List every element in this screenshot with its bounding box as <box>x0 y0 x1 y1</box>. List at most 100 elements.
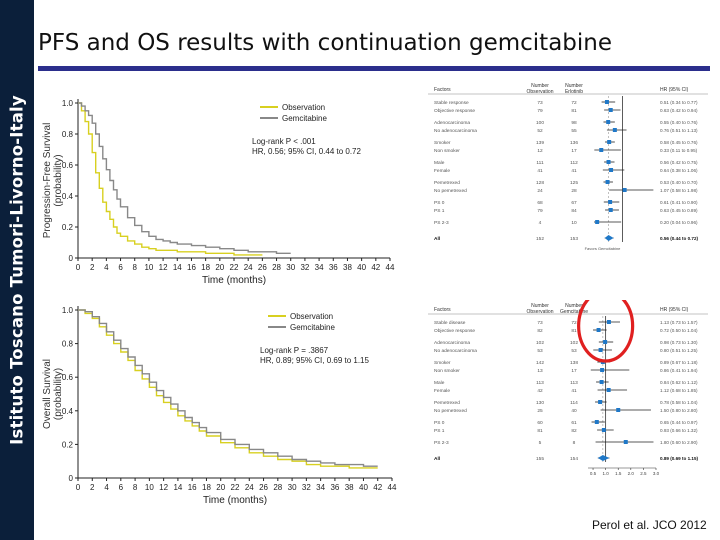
forest-row-marker <box>622 188 627 192</box>
title-rule <box>38 66 710 71</box>
forest-row-marker <box>606 388 611 392</box>
x-tick-label: 38 <box>345 483 354 492</box>
forest-row-factor: PS 2-3 <box>434 220 449 226</box>
forest-row-marker <box>599 380 604 384</box>
x-tick-label: 36 <box>330 483 339 492</box>
forest-row-n2: 55 <box>571 128 577 134</box>
forest-row-n2: 61 <box>571 420 577 426</box>
y-tick-label: 0.6 <box>62 373 74 382</box>
forest-row-hr: 0.93 (0.66 to 1.32) <box>660 428 698 433</box>
forest-row-n2: 98 <box>571 120 577 126</box>
forest-header-n2: Number <box>565 83 583 89</box>
forest-row-marker <box>606 160 611 164</box>
forest-row-factor: Objective response <box>434 328 475 334</box>
forest-x-tick-label: 3.0 <box>653 471 660 476</box>
forest-row-hr: 0.56 (0.44 to 0.72) <box>660 236 699 241</box>
forest-row-marker <box>623 440 628 444</box>
forest-row-n1: 79 <box>537 108 543 114</box>
y-axis-label: Overall Survival <box>42 359 53 429</box>
forest-row-factor: Female <box>434 388 450 394</box>
legend-label: Gemcitabine <box>290 323 335 332</box>
highlight-circle <box>577 300 635 363</box>
forest-row-n2: 17 <box>571 368 577 374</box>
y-tick-label: 0.4 <box>62 407 74 416</box>
forest-row-hr: 0.55 (0.40 to 0.76) <box>660 120 698 125</box>
forest-row-hr: 0.78 (0.58 to 1.04) <box>660 400 698 405</box>
x-tick-label: 34 <box>316 483 325 492</box>
forest-row-factor: Non smoker <box>434 368 460 374</box>
forest-row-hr: 0.80 (0.51 to 1.25) <box>660 348 698 353</box>
y-tick-label: 0.4 <box>62 192 74 201</box>
forest-row-factor: No adenocarcinoma <box>434 128 477 134</box>
forest-row-n2: 153 <box>570 236 578 242</box>
x-tick-label: 14 <box>173 263 182 272</box>
forest-row-hr: 0.86 (0.41 to 1.94) <box>660 368 698 373</box>
forest-row-n1: 60 <box>537 420 543 426</box>
forest-row-n1: 139 <box>536 140 544 146</box>
forest-row-factor: Male <box>434 380 445 386</box>
slide-title: PFS and OS results with continuation gem… <box>38 30 613 56</box>
x-tick-label: 0 <box>76 483 81 492</box>
forest-row-factor: PS 1 <box>434 428 445 434</box>
x-tick-label: 26 <box>259 483 268 492</box>
x-axis-label: Time (months) <box>203 495 267 506</box>
stat-annotation: Log-rank P = .3867 <box>260 346 329 355</box>
forest-row-n1: 155 <box>536 456 544 462</box>
x-tick-label: 32 <box>300 263 309 272</box>
x-tick-label: 16 <box>188 483 197 492</box>
forest-header-n1: Number <box>531 303 549 309</box>
forest-row-n1: 113 <box>536 380 544 386</box>
forest-row-factor: Objective response <box>434 108 475 114</box>
forest-row-n1: 24 <box>537 188 543 194</box>
forest-row-n1: 13 <box>537 368 543 374</box>
forest-row-marker <box>606 120 611 124</box>
x-tick-label: 34 <box>315 263 324 272</box>
forest-row-factor: PS 2-3 <box>434 440 449 446</box>
forest-row-n1: 152 <box>536 236 544 242</box>
forest-row-hr: 0.53 (0.40 to 0.70) <box>660 180 698 185</box>
forest-row-hr: 0.89 (0.69 to 1.15) <box>660 456 699 461</box>
forest-header-n2: Gemcitabine <box>560 309 588 315</box>
forest-row-n2: 41 <box>571 168 577 174</box>
series-line-gemcitabine <box>78 102 291 254</box>
forest-row-n1: 4 <box>539 220 542 226</box>
forest-row-factor: Adenocarcinoma <box>434 120 470 126</box>
forest-row-n2: 112 <box>570 160 578 166</box>
forest-row-hr: 0.89 (0.67 to 1.18) <box>660 360 698 365</box>
x-tick-label: 30 <box>288 483 297 492</box>
forest-row-n2: 113 <box>570 380 578 386</box>
forest-row-marker <box>605 180 610 184</box>
forest-row-n1: 42 <box>537 388 543 394</box>
forest-header-hr: HR (95% CI) <box>660 307 689 313</box>
institution-label: Istituto Toscano Tumori-Livorno-Italy <box>7 95 27 445</box>
x-tick-label: 26 <box>258 263 267 272</box>
forest-row-factor: All <box>434 456 440 462</box>
forest-row-n2: 10 <box>571 220 577 226</box>
sidebar-band: Istituto Toscano Tumori-Livorno-Italy <box>0 0 34 540</box>
forest-row-marker <box>596 328 601 332</box>
x-tick-label: 12 <box>159 483 168 492</box>
x-tick-label: 42 <box>373 483 382 492</box>
forest-row-n2: 114 <box>570 400 578 406</box>
x-tick-label: 24 <box>245 483 254 492</box>
y-tick-label: 0 <box>69 254 74 263</box>
x-tick-label: 28 <box>273 483 282 492</box>
x-tick-label: 40 <box>357 263 366 272</box>
forest-x-tick-label: 1.5 <box>615 471 622 476</box>
forest-row-n2: 82 <box>571 428 577 434</box>
stat-annotation: Log-rank P < .001 <box>252 137 316 146</box>
forest-row-n1: 25 <box>537 408 543 414</box>
pfs-km-plot: 00.20.40.60.81.00 2 4 6 8 10 12 14 16 18 20 22 24 26 2… <box>42 99 395 286</box>
x-tick-label: 10 <box>145 483 154 492</box>
forest-row-marker <box>608 200 613 204</box>
forest-row-factor: Stable response <box>434 100 469 106</box>
forest-row-n1: 128 <box>536 180 544 186</box>
stat-annotation: HR, 0.89; 95% CI, 0.69 to 1.15 <box>260 356 370 365</box>
forest-row-n1: 79 <box>537 208 543 214</box>
os-km-plot: 00.20.40.60.81.00 2 4 6 8 10 12 14 16 18 20 22 24 26 2… <box>42 306 397 506</box>
forest-x-tick-label: 1.0 <box>602 471 609 476</box>
x-tick-label: 14 <box>173 483 182 492</box>
forest-row-n2: 81 <box>571 328 577 334</box>
forest-row-n1: 52 <box>537 128 543 134</box>
x-axis-label: Time (months) <box>202 275 266 286</box>
